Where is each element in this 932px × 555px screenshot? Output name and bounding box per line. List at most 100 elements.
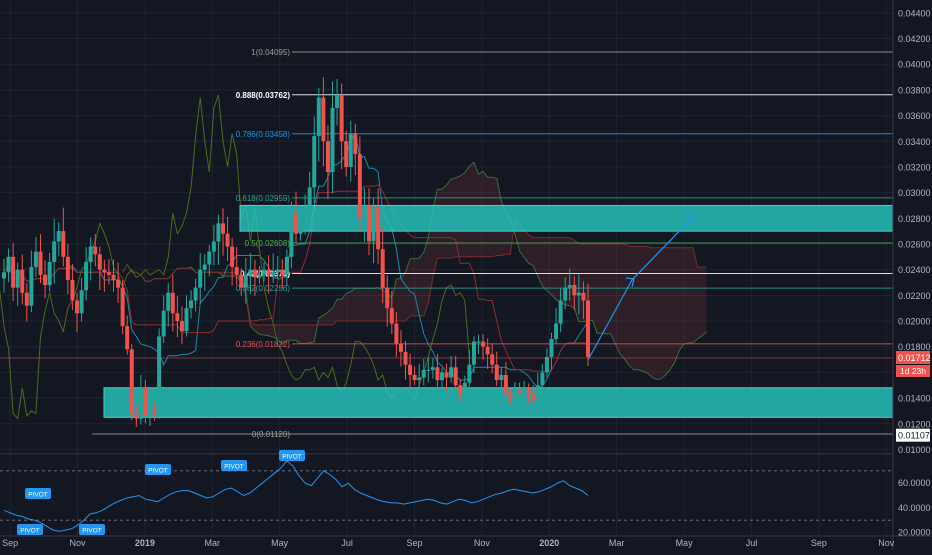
fib-label: 0.618(0.02959) [236,194,291,203]
y-tick-label: 0.03400 [898,137,931,147]
candle-body [490,354,495,365]
candles[interactable] [2,77,590,427]
candle-body [394,323,399,345]
candle [47,252,52,292]
candle-body [161,310,166,337]
y-tick-label: 0.02600 [898,239,931,249]
candle-body [221,223,225,234]
candle-body [526,387,531,393]
candle [398,330,403,367]
y-tick-label: 0.03600 [898,111,931,121]
candle [462,375,467,397]
candle [307,171,312,223]
candle [170,274,175,332]
candle-body [563,287,568,301]
candle [166,283,171,327]
candle-body [43,274,48,286]
candle [408,353,413,388]
candle-body [280,269,285,275]
x-tick-label: Sep [811,538,827,548]
candle [586,283,590,366]
candle [316,87,321,162]
candle [152,403,157,421]
candle-body [476,341,481,343]
candle-body [88,246,93,262]
candle-body [289,213,294,257]
candle [394,312,399,358]
candle [476,334,481,355]
candle-body [257,274,262,278]
candle-body [202,264,207,270]
fib-label: 0(0.01120) [252,430,290,439]
low-price-badge [896,428,930,442]
pivot-badge-label: PIVOT [82,528,102,535]
candle-body [15,269,20,288]
candle [417,363,422,390]
candle-body [298,226,303,234]
candle [289,201,294,268]
candle-body [362,205,367,219]
candle-body [193,287,198,301]
candle-body [38,251,43,275]
x-tick-label: May [271,538,289,548]
candle [517,382,522,402]
ichimoku-cloud [0,94,707,420]
candle-body [24,292,29,306]
candle-body [138,387,143,419]
candle [275,255,280,280]
senkou-span-a [122,161,707,380]
candle [179,306,184,345]
candle-body [435,367,440,381]
candle [572,275,577,310]
candle [325,125,330,200]
candle-body [175,313,180,322]
candle-body [357,154,362,219]
candle [161,295,166,343]
candle [252,259,257,296]
candle-body [412,374,417,381]
candle-body [189,300,194,309]
candle [216,214,221,265]
y-tick-label: 0.02200 [898,291,931,301]
candle [157,328,162,419]
candle-body [467,364,472,383]
candle [143,379,148,424]
candle-body [102,269,107,273]
candle [471,336,476,374]
candle-body [207,251,212,265]
candle [38,234,43,284]
pivot-badge-label: PIVOT [28,492,48,499]
pivot-badge-box [221,460,247,471]
candle [284,249,289,287]
candle-body [262,269,267,275]
y-tick-label: 0.03000 [898,188,931,198]
candle [239,268,244,296]
candle-body [549,339,554,357]
fib-label: 0.236(0.01822) [236,340,291,349]
candle [102,259,107,292]
candle-body [20,269,25,293]
candle [70,263,75,310]
candle [430,357,435,379]
candle [348,120,353,182]
candle-body [485,346,490,355]
chikou-line [0,94,470,420]
candle [453,355,458,391]
candle-body [503,374,508,393]
candle-body [312,136,317,188]
candle-body [380,249,385,288]
candle-body [243,274,248,288]
candle-body [576,292,581,296]
candle-body [558,300,563,324]
candle [444,363,449,392]
candle [6,248,11,283]
candle [148,403,152,427]
x-tick-label: Jul [746,538,758,548]
candle [558,287,563,333]
y-tick-label: 0.04000 [898,60,931,70]
candle-body [166,292,171,311]
pivot-badge-box [279,450,305,461]
